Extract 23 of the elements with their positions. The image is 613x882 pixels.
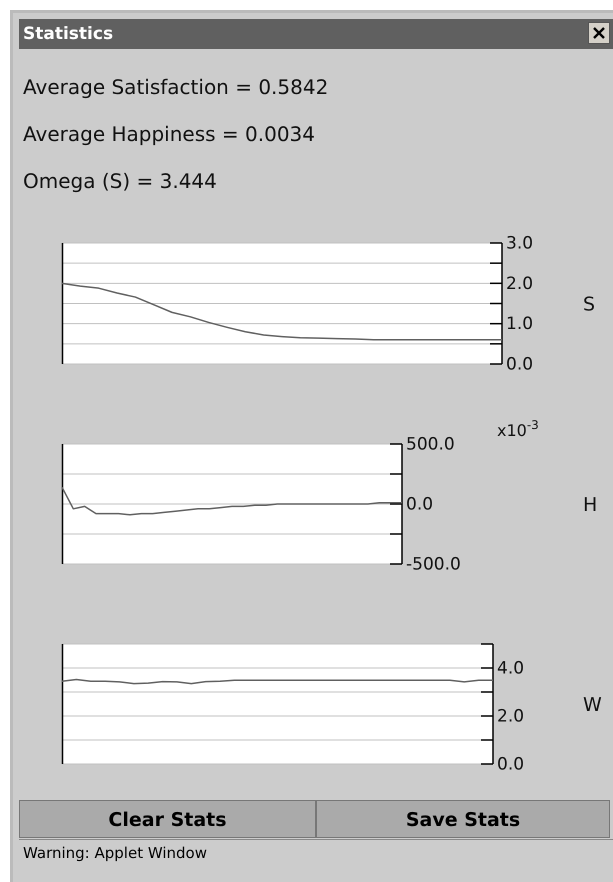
text: Warning: Applet Window [19, 839, 613, 866]
y-axis-title: H [583, 494, 598, 516]
y-tick-label: 3.0 [506, 233, 534, 254]
y-axis-title: W [583, 694, 602, 716]
y-tick-label: 0.0 [506, 354, 534, 374]
y-tick-label: 0.0 [406, 494, 434, 514]
y-tick-label: 500.0 [406, 434, 455, 454]
text: x10$^{-3}$ [497, 418, 539, 440]
y-tick-label: 2.0 [506, 274, 534, 294]
y-tick-label: 1.0 [506, 314, 534, 334]
text: Average Satisfaction = 0.5842 [23, 75, 328, 99]
y-tick-label: 0.0 [497, 754, 524, 774]
line-series [61, 282, 503, 341]
line-series [61, 486, 403, 516]
text: Save Stats [316, 800, 610, 838]
chart-title: Statistics [23, 24, 114, 44]
y-tick-label: 4.0 [497, 658, 524, 678]
y-tick-label: 2.0 [497, 706, 524, 726]
y-tick-label: -500.0 [406, 554, 461, 574]
y-axis-title: S [583, 294, 596, 316]
text: Omega (S) = 3.444 [23, 169, 217, 193]
text: Clear Stats [19, 800, 316, 838]
text: Average Happiness = 0.0034 [23, 122, 316, 146]
